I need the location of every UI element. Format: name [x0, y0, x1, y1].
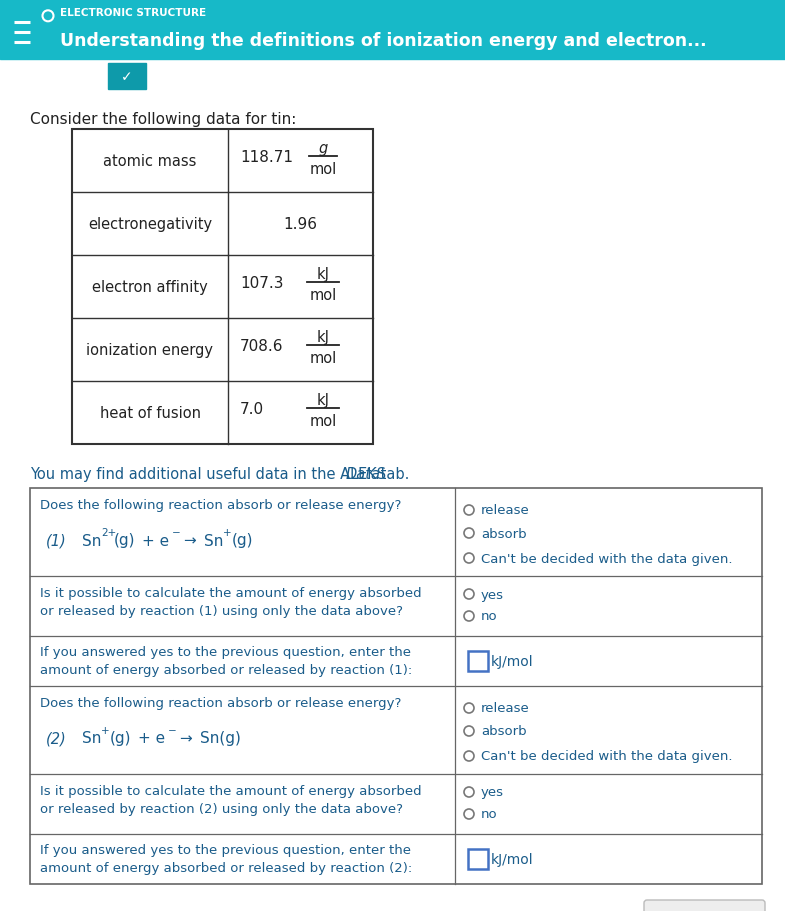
Text: + e: + e — [142, 533, 169, 548]
Text: heat of fusion: heat of fusion — [100, 405, 200, 421]
Text: Can't be decided with the data given.: Can't be decided with the data given. — [481, 552, 732, 565]
Text: or released by reaction (2) using only the data above?: or released by reaction (2) using only t… — [40, 802, 403, 815]
Text: no: no — [481, 609, 498, 623]
FancyBboxPatch shape — [468, 651, 488, 671]
Text: →: → — [179, 731, 192, 746]
Text: →: → — [183, 533, 195, 548]
Text: Sn: Sn — [82, 533, 101, 548]
Text: release: release — [481, 504, 530, 517]
Text: kJ/mol: kJ/mol — [491, 852, 534, 866]
Text: Sn: Sn — [82, 731, 101, 746]
Text: electronegativity: electronegativity — [88, 217, 212, 231]
Text: atomic mass: atomic mass — [104, 154, 197, 169]
Text: g: g — [319, 141, 327, 156]
Text: mol: mol — [309, 351, 337, 365]
Text: ✓: ✓ — [121, 70, 133, 84]
Text: absorb: absorb — [481, 725, 527, 738]
Text: (g): (g) — [232, 533, 254, 548]
Text: release: release — [481, 701, 530, 715]
Text: Consider the following data for tin:: Consider the following data for tin: — [30, 112, 297, 127]
FancyBboxPatch shape — [468, 849, 488, 869]
Bar — [0, 0, 785, 60]
Text: absorb: absorb — [481, 527, 527, 540]
Text: 2+: 2+ — [101, 527, 116, 537]
Text: kJ/mol: kJ/mol — [491, 654, 534, 669]
Text: tab.: tab. — [376, 466, 409, 482]
Text: 107.3: 107.3 — [240, 276, 283, 291]
Bar — [108, 64, 146, 90]
Text: amount of energy absorbed or released by reaction (2):: amount of energy absorbed or released by… — [40, 861, 412, 874]
Text: Is it possible to calculate the amount of energy absorbed: Is it possible to calculate the amount o… — [40, 587, 422, 599]
Text: mol: mol — [309, 162, 337, 177]
Text: yes: yes — [481, 785, 504, 799]
Text: (1): (1) — [46, 533, 67, 548]
Text: ionization energy: ionization energy — [86, 343, 214, 358]
Text: (2): (2) — [46, 731, 67, 746]
Text: or released by reaction (1) using only the data above?: or released by reaction (1) using only t… — [40, 604, 403, 618]
Text: 7.0: 7.0 — [240, 402, 264, 416]
FancyBboxPatch shape — [644, 900, 765, 911]
Text: mol: mol — [309, 414, 337, 428]
Text: Can't be decided with the data given.: Can't be decided with the data given. — [481, 750, 732, 763]
Text: kJ: kJ — [316, 330, 330, 344]
Text: +: + — [223, 527, 232, 537]
Text: Sn(g): Sn(g) — [200, 731, 241, 746]
Text: If you answered yes to the previous question, enter the: If you answered yes to the previous ques… — [40, 843, 411, 856]
Bar — [30, 488, 762, 884]
Text: + e: + e — [138, 731, 165, 746]
Text: yes: yes — [481, 588, 504, 601]
Text: 1.96: 1.96 — [283, 217, 317, 231]
Text: −: − — [172, 527, 181, 537]
Text: Data: Data — [346, 466, 381, 482]
Text: kJ: kJ — [316, 393, 330, 407]
Text: electron affinity: electron affinity — [92, 280, 208, 294]
Bar — [72, 130, 373, 445]
Text: You may find additional useful data in the ALEKS: You may find additional useful data in t… — [30, 466, 391, 482]
Text: Does the following reaction absorb or release energy?: Does the following reaction absorb or re… — [40, 498, 401, 511]
Text: Understanding the definitions of ionization energy and electron...: Understanding the definitions of ionizat… — [60, 32, 706, 50]
Text: mol: mol — [309, 288, 337, 302]
Text: +: + — [101, 725, 110, 735]
Text: no: no — [481, 808, 498, 821]
Text: amount of energy absorbed or released by reaction (1):: amount of energy absorbed or released by… — [40, 663, 412, 676]
Text: 118.71: 118.71 — [240, 149, 293, 165]
Text: If you answered yes to the previous question, enter the: If you answered yes to the previous ques… — [40, 645, 411, 659]
Text: (g): (g) — [110, 731, 132, 746]
Text: Sn: Sn — [204, 533, 224, 548]
Text: ELECTRONIC STRUCTURE: ELECTRONIC STRUCTURE — [60, 8, 206, 18]
Text: −: − — [168, 725, 177, 735]
Text: kJ: kJ — [316, 267, 330, 281]
Text: (g): (g) — [114, 533, 136, 548]
Text: Is it possible to calculate the amount of energy absorbed: Is it possible to calculate the amount o… — [40, 784, 422, 797]
Text: 708.6: 708.6 — [240, 339, 283, 353]
Text: Does the following reaction absorb or release energy?: Does the following reaction absorb or re… — [40, 696, 401, 710]
